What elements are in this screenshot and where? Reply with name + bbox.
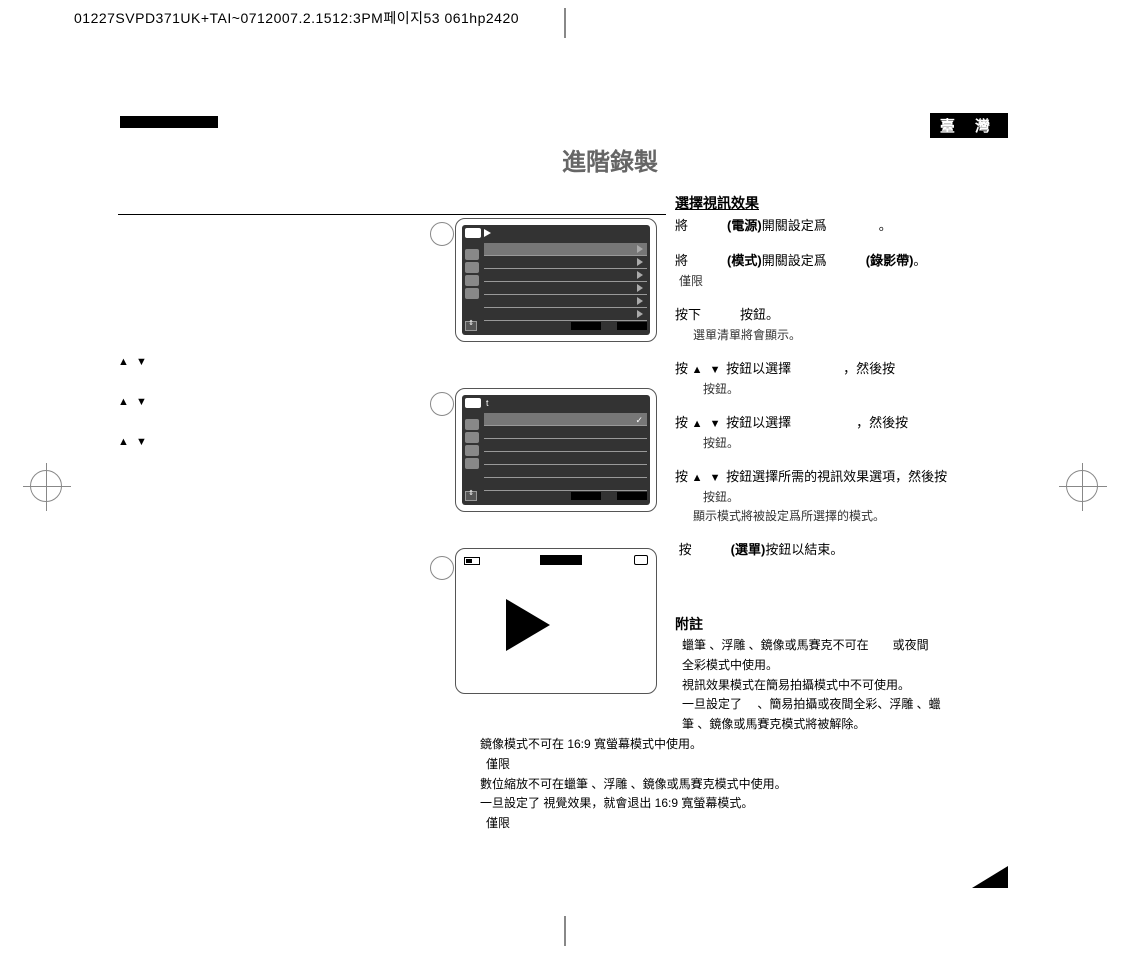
check-icon: ✓ xyxy=(635,415,643,426)
updown-icon: ▲ ▼ xyxy=(118,356,418,368)
nav-hint-3: ▲ ▼ xyxy=(118,436,418,448)
updown-icon: ▲ ▼ xyxy=(118,396,418,408)
divider-line xyxy=(118,214,666,215)
camera-mode-icon xyxy=(465,228,481,238)
battery-icon xyxy=(464,557,480,565)
camera-mode-icon xyxy=(465,398,481,408)
header-block xyxy=(120,116,218,128)
note-line: 僅限 xyxy=(480,814,1008,834)
menu-footer: ⇕ xyxy=(465,490,647,502)
scroll-icon: ⇕ xyxy=(465,321,477,331)
step-3: 按下 按鈕。 選單清單將會顯示。 xyxy=(675,305,1005,345)
lcd-menu-screen-2: t ✓ ⇕ xyxy=(455,388,657,512)
play-icon xyxy=(484,229,491,237)
file-path-header: 01227SVPD371UK+TAI~0712007.2.1512:3PM페이지… xyxy=(74,8,519,28)
menu-list: ✓ xyxy=(484,413,647,491)
step-6: 按 ▲ ▼ 按鈕選擇所需的視訊效果選項，然後按 按鈕。 顯示模式將被設定爲所選擇… xyxy=(675,467,1005,526)
crop-mark-top xyxy=(550,8,580,38)
note-line: 一旦設定了 視覺效果，就會退出 16:9 寬螢幕模式。 xyxy=(480,794,1008,814)
menu-list xyxy=(484,243,647,321)
note-line: 蠟筆 、浮雕 、鏡像或馬賽克不可在 或夜間 xyxy=(480,636,1008,656)
step-7: 按 (選單)按鈕以結束。 xyxy=(675,540,1005,561)
note-line: 視訊效果模式在簡易拍攝模式中不可使用。 xyxy=(480,676,1008,696)
step-5: 按 ▲ ▼ 按鈕以選擇 ，然後按 按鈕。 xyxy=(675,413,1005,453)
note-line: 全彩模式中使用。 xyxy=(480,656,1008,676)
registration-right xyxy=(1066,470,1098,502)
region-badge: 臺 灣 xyxy=(930,113,1008,138)
step-marker-4 xyxy=(430,222,454,246)
menu-footer: ⇕ xyxy=(465,320,647,332)
step-marker-5 xyxy=(430,392,454,416)
step-1: 將 (電源)開關設定爲 。 xyxy=(675,216,1005,237)
lcd-menu-screen-1: ⇕ xyxy=(455,218,657,342)
note-line: 一旦設定了 、簡易拍攝或夜間全彩、浮雕 、蠟 xyxy=(480,695,1008,715)
step-2: 將 (模式)開關設定爲 (錄影帶)。 僅限 xyxy=(675,251,1005,291)
note-line: 數位縮放不可在蠟筆 、浮雕 、鏡像或馬賽克模式中使用。 xyxy=(480,775,1008,795)
step-marker-6 xyxy=(430,556,454,580)
manual-page: 01227SVPD371UK+TAI~0712007.2.1512:3PM페이지… xyxy=(0,0,1128,954)
instruction-steps: 將 (電源)開關設定爲 。 將 (模式)開關設定爲 (錄影帶)。 僅限 按下 按… xyxy=(675,216,1005,575)
note-line: 鏡像模式不可在 16:9 寬螢幕模式中使用。 xyxy=(480,735,1008,755)
tape-icon xyxy=(634,555,648,565)
nav-hint-1: ▲ ▼ xyxy=(118,356,418,368)
page-corner-icon xyxy=(972,866,1008,888)
page-title: 進階錄製 xyxy=(562,142,658,177)
note-line: 筆 、鏡像或馬賽克模式將被解除。 xyxy=(480,715,1008,735)
section-heading: 選擇視訊效果 xyxy=(675,193,759,213)
step-4: 按 ▲ ▼ 按鈕以選擇 ，然後按 按鈕。 xyxy=(675,359,1005,399)
note-line: 僅限 xyxy=(480,755,1008,775)
updown-icon: ▲ ▼ xyxy=(118,436,418,448)
menu-label: t xyxy=(486,398,489,408)
mode-indicator xyxy=(540,555,582,565)
notes-block: 蠟筆 、浮雕 、鏡像或馬賽克不可在 或夜間 全彩模式中使用。 視訊效果模式在簡易… xyxy=(480,636,1008,834)
registration-left xyxy=(30,470,62,502)
menu-category-icons xyxy=(465,249,481,301)
nav-hint-2: ▲ ▼ xyxy=(118,396,418,408)
menu-category-icons xyxy=(465,419,481,471)
crop-mark-bottom xyxy=(550,916,580,946)
notes-heading: 附註 xyxy=(675,614,703,634)
scroll-icon: ⇕ xyxy=(465,491,477,501)
